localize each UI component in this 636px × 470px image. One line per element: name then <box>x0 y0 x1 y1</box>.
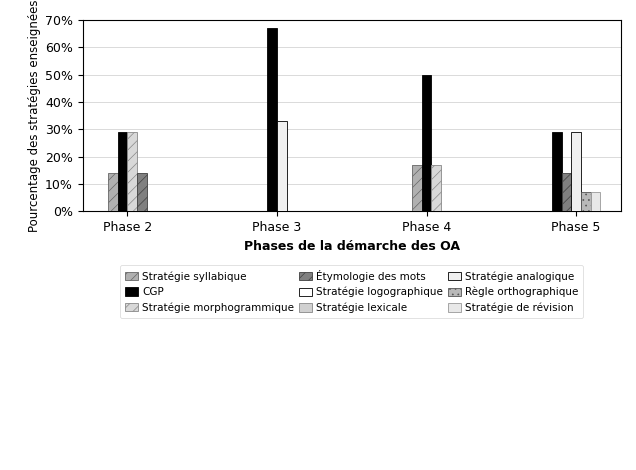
Bar <box>552 132 562 212</box>
Bar <box>562 173 571 212</box>
Bar <box>431 165 441 212</box>
Bar <box>137 173 147 212</box>
Bar <box>118 132 127 212</box>
Bar <box>412 165 422 212</box>
Bar <box>108 173 118 212</box>
Bar <box>581 192 591 212</box>
Bar <box>591 192 600 212</box>
Bar <box>571 132 581 212</box>
Bar <box>422 75 431 212</box>
Y-axis label: Pourcentage des stratégies enseignées: Pourcentage des stratégies enseignées <box>28 0 41 232</box>
Bar <box>267 28 277 212</box>
X-axis label: Phases de la démarche des OA: Phases de la démarche des OA <box>244 240 460 253</box>
Bar <box>127 132 137 212</box>
Bar <box>277 121 287 212</box>
Legend: Stratégie syllabique, CGP, Stratégie morphogrammique, Étymologie des mots, Strat: Stratégie syllabique, CGP, Stratégie mor… <box>120 265 583 318</box>
